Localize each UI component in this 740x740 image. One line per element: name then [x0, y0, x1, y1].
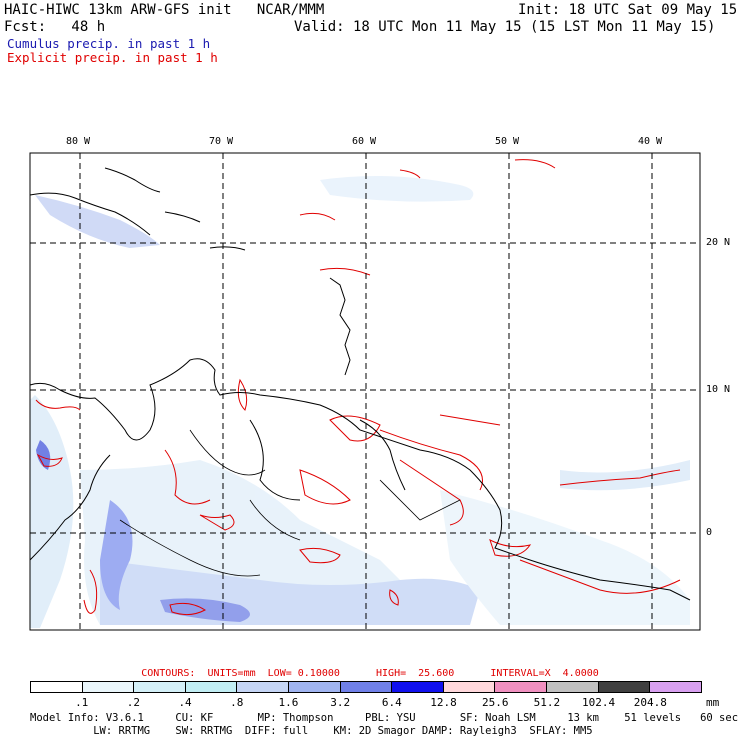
init-time: Init: 18 UTC Sat 09 May 15: [518, 2, 738, 18]
lon-tick-70w: 70 W: [209, 136, 234, 147]
map-frame: [29, 152, 701, 631]
field-label-cumulus: Cumulus precip. in past 1 h: [7, 36, 211, 51]
lat-tick-0: 0: [706, 527, 713, 538]
colorbar-swatch: [185, 682, 238, 692]
valid-time: Valid: 18 UTC Mon 11 May 15 (15 LST Mon …: [294, 19, 716, 35]
colorbar-swatch: [495, 682, 548, 692]
lon-tick-40w: 40 W: [638, 136, 663, 147]
colorbar-tick-label: 51.2: [533, 696, 561, 709]
plot-title: HAIC-HIWC 13km ARW-GFS init NCAR/MMM: [4, 2, 325, 18]
lon-tick-80w: 80 W: [66, 136, 91, 147]
colorbar-tick-label: .8: [230, 696, 244, 709]
contour-info: CONTOURS: UNITS=mm LOW= 0.10000 HIGH= 25…: [141, 668, 599, 679]
colorbar-tick-label: 6.4: [381, 696, 402, 709]
colorbar-tick-label: 102.4: [582, 696, 616, 709]
colorbar-swatch: [82, 682, 135, 692]
model-info-line2: LW: RRTMG SW: RRTMG DIFF: full KM: 2D Sm…: [30, 725, 593, 737]
colorbar-tick-label: 204.8: [633, 696, 667, 709]
country-borders: [119, 429, 461, 577]
colorbar-tick-label: .2: [126, 696, 140, 709]
colorbar-swatch: [289, 682, 341, 692]
colorbar-tick-label: 25.6: [481, 696, 509, 709]
lat-lon-grid: [30, 153, 700, 630]
colorbar-swatch: [547, 682, 599, 692]
colorbar-swatch: [650, 682, 701, 692]
model-info-line1: Model Info: V3.6.1 CU: KF MP: Thompson P…: [30, 712, 739, 724]
colorbar-tick-label: 1.6: [278, 696, 299, 709]
lat-tick-20n: 20 N: [706, 237, 731, 248]
colorbar-swatch: [598, 682, 651, 692]
colorbar-swatch: [392, 682, 444, 692]
colorbar: [30, 681, 702, 693]
colorbar-swatch: [134, 682, 186, 692]
colorbar-unit: mm: [706, 696, 720, 709]
colorbar-swatch: [340, 682, 393, 692]
colorbar-swatch: [237, 682, 290, 692]
lat-tick-10n: 10 N: [706, 384, 731, 395]
colorbar-swatch: [443, 682, 496, 692]
colorbar-tick-label: 3.2: [330, 696, 351, 709]
colorbar-tick-label: .4: [178, 696, 192, 709]
colorbar-swatch: [31, 682, 83, 692]
coastlines: [29, 167, 691, 601]
cumulus-precip-shading: [30, 176, 690, 628]
lon-tick-60w: 60 W: [352, 136, 377, 147]
forecast-hour: Fcst: 48 h: [4, 19, 106, 35]
lon-tick-50w: 50 W: [495, 136, 520, 147]
field-label-explicit: Explicit precip. in past 1 h: [7, 50, 218, 65]
colorbar-tick-label: .1: [75, 696, 89, 709]
colorbar-tick-label: 12.8: [430, 696, 457, 709]
